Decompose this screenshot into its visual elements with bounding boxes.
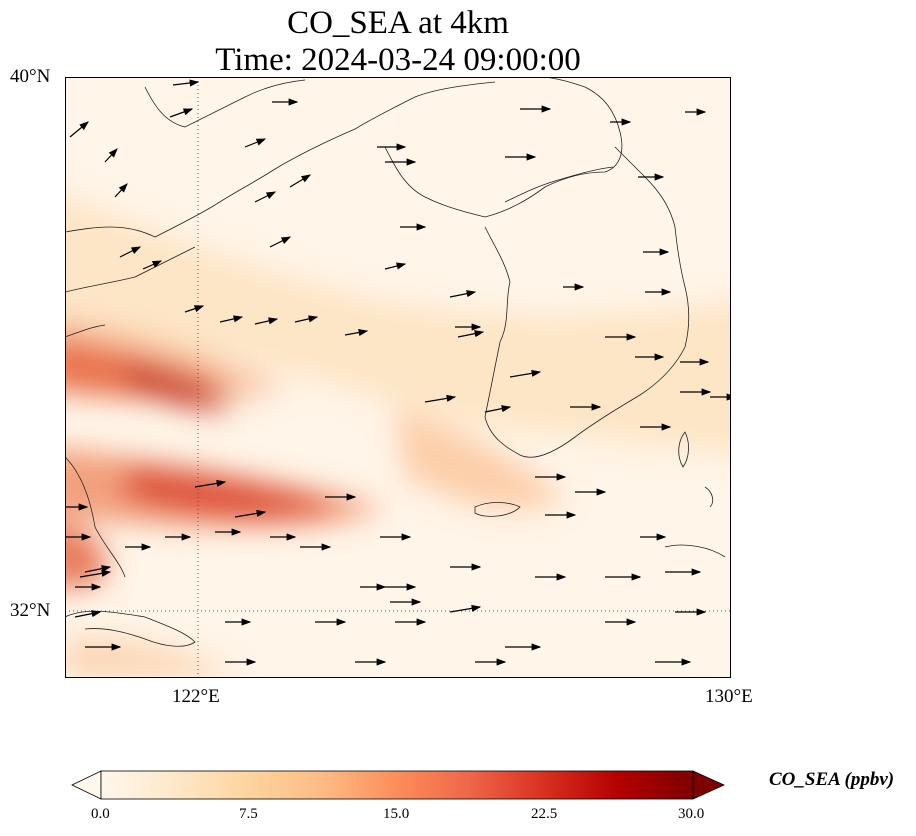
colorbar-tick-22-5: 22.5 — [531, 806, 558, 822]
wind-arrow — [384, 262, 407, 270]
wind-arrow — [294, 315, 319, 323]
wind-arrow — [194, 479, 227, 488]
lat-tick-32: 32°N — [10, 600, 51, 621]
coastlines — [65, 77, 726, 647]
gridlines — [65, 77, 731, 678]
plot-title-line2: Time: 2024-03-24 09:00:00 — [215, 42, 581, 78]
map-panel — [65, 77, 731, 678]
wind-arrow — [254, 191, 277, 203]
colorbar-tick-7-5: 7.5 — [239, 806, 258, 822]
lon-tick-122: 122°E — [172, 686, 220, 707]
colorbar-tick-15: 15.0 — [383, 806, 410, 822]
wind-arrow — [74, 610, 102, 618]
wind-arrow — [119, 246, 142, 258]
colorbar — [71, 770, 725, 800]
wind-arrow — [234, 509, 267, 518]
map-frame — [65, 77, 731, 678]
wind-arrow — [104, 148, 118, 163]
wind-arrow — [84, 565, 112, 573]
plot-title-line1: CO_SEA at 4km — [287, 5, 509, 41]
wind-arrow — [169, 108, 194, 118]
wind-arrow — [172, 79, 200, 87]
colorbar-extend-min — [71, 770, 102, 800]
wind-arrow — [289, 174, 312, 188]
lat-tick-40: 40°N — [10, 66, 51, 87]
colorbar-label: CO_SEA (ppbv) — [769, 769, 895, 790]
wind-arrow — [254, 317, 279, 325]
colorbar-tick-30: 30.0 — [678, 806, 705, 822]
wind-arrow — [344, 328, 369, 337]
wind-arrow — [484, 405, 512, 413]
colorbar-ramp — [101, 771, 693, 799]
wind-arrow — [142, 260, 163, 270]
wind-arrow — [509, 369, 542, 378]
wind-arrow — [449, 290, 477, 298]
wind-arrow — [269, 236, 292, 248]
wind-arrow — [79, 569, 112, 578]
wind-arrow — [114, 183, 128, 198]
colorbar-extend-max — [692, 770, 725, 800]
wind-arrow — [244, 138, 267, 148]
wind-arrow — [424, 394, 457, 403]
wind-arrow — [457, 330, 485, 338]
lon-tick-130: 130°E — [705, 686, 753, 707]
wind-arrow — [219, 315, 244, 323]
wind-arrow — [69, 121, 89, 138]
wind-vectors — [65, 79, 731, 666]
wind-arrow — [184, 305, 205, 313]
colorbar-tick-0: 0.0 — [91, 806, 110, 822]
wind-arrow — [449, 604, 482, 613]
